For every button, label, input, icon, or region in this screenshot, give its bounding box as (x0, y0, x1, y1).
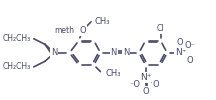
Text: CH₃: CH₃ (105, 69, 121, 78)
Text: O: O (186, 56, 193, 65)
Text: ⁻O: ⁻O (130, 80, 141, 89)
Text: CH₂CH₃: CH₂CH₃ (3, 62, 31, 71)
Text: Cl: Cl (157, 24, 164, 33)
Text: meth: meth (54, 26, 74, 35)
Text: N⁺: N⁺ (175, 48, 187, 57)
Text: N: N (51, 48, 58, 57)
Text: CH₃: CH₃ (95, 17, 110, 26)
Text: N: N (123, 48, 129, 57)
Text: N⁺: N⁺ (140, 73, 151, 82)
Text: CH₂CH₃: CH₂CH₃ (3, 34, 31, 43)
Text: O: O (152, 80, 159, 89)
Text: O: O (176, 38, 183, 47)
Text: O: O (142, 87, 149, 96)
Text: O: O (79, 26, 86, 35)
Text: N: N (110, 48, 117, 57)
Text: N: N (142, 73, 149, 82)
Text: N: N (177, 48, 183, 57)
Text: O⁻: O⁻ (184, 41, 195, 50)
Text: O: O (79, 26, 86, 35)
